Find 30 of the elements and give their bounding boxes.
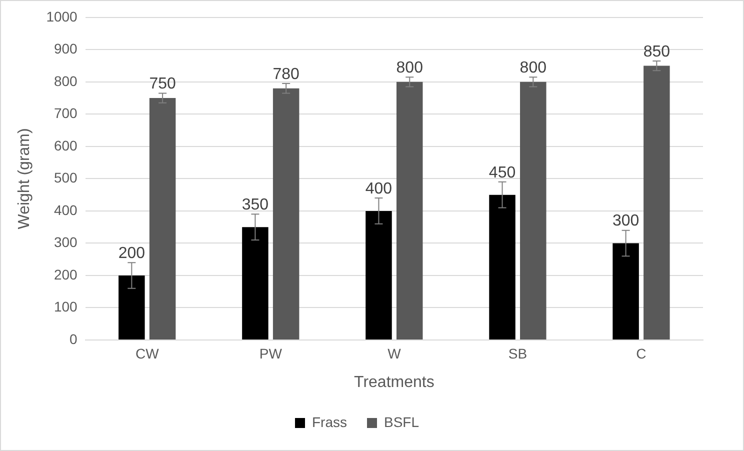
x-tick-label: C [636,345,646,362]
x-axis-title: Treatments [354,374,434,391]
data-label: 400 [365,180,392,198]
y-tick-label: 1000 [46,8,78,24]
y-tick-label: 300 [54,234,78,250]
x-tick-label: SB [508,345,528,362]
y-tick-label: 500 [54,170,78,186]
x-tick-label: CW [135,345,160,362]
y-tick-label: 800 [54,72,78,89]
y-axis-title: Weight (gram) [16,128,34,230]
y-tick-label: 700 [54,105,78,122]
data-label: 300 [612,212,640,230]
y-tick-label: 900 [54,40,78,57]
data-label: 350 [242,196,269,214]
data-label: 450 [488,164,516,182]
y-tick-label: 0 [70,330,78,347]
y-tick-label: 600 [54,137,78,154]
data-label: 750 [149,76,176,93]
y-tick-label: 400 [54,202,78,218]
data-label: 200 [118,244,146,262]
y-tick-label: 100 [54,298,78,315]
x-tick-label: PW [259,345,283,362]
legend-label: Frass [312,414,347,430]
data-label: 800 [520,59,547,76]
data-label: 800 [396,59,424,76]
x-tick-label: W [388,345,402,362]
data-label: 780 [272,66,300,83]
y-tick-label: 200 [54,266,78,282]
data-label: 850 [643,43,670,60]
legend-label: BSFL [384,414,420,430]
